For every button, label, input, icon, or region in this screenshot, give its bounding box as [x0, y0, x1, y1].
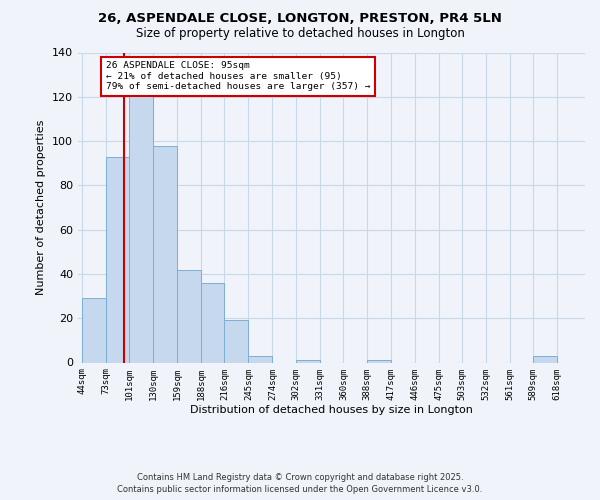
Text: Contains HM Land Registry data © Crown copyright and database right 2025.
Contai: Contains HM Land Registry data © Crown c…: [118, 472, 482, 494]
Bar: [153, 146, 177, 362]
Y-axis label: Number of detached properties: Number of detached properties: [37, 120, 46, 295]
Text: 26 ASPENDALE CLOSE: 95sqm
← 21% of detached houses are smaller (95)
79% of semi-: 26 ASPENDALE CLOSE: 95sqm ← 21% of detac…: [106, 62, 371, 91]
Text: 26, ASPENDALE CLOSE, LONGTON, PRESTON, PR4 5LN: 26, ASPENDALE CLOSE, LONGTON, PRESTON, P…: [98, 12, 502, 26]
Bar: [82, 298, 106, 362]
X-axis label: Distribution of detached houses by size in Longton: Distribution of detached houses by size …: [190, 405, 473, 415]
Bar: [367, 360, 391, 362]
Bar: [106, 156, 129, 362]
Bar: [129, 66, 153, 362]
Bar: [248, 356, 272, 362]
Bar: [296, 360, 320, 362]
Bar: [177, 270, 201, 362]
Bar: [201, 283, 224, 362]
Bar: [224, 320, 248, 362]
Text: Size of property relative to detached houses in Longton: Size of property relative to detached ho…: [136, 28, 464, 40]
Bar: [533, 356, 557, 362]
